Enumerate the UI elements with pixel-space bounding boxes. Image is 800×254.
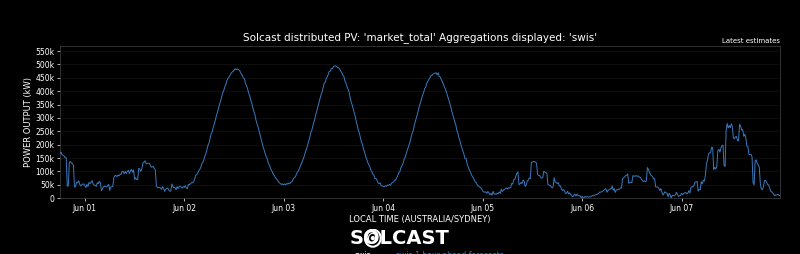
Text: Latest estimates: Latest estimates	[722, 38, 780, 44]
Legend: swis, swis-1 hour ahead forecasts: swis, swis-1 hour ahead forecasts	[334, 248, 506, 254]
Text: SOLCAST: SOLCAST	[350, 229, 450, 248]
Title: Solcast distributed PV: 'market_total' Aggregations displayed: 'swis': Solcast distributed PV: 'market_total' A…	[243, 32, 597, 43]
Circle shape	[371, 237, 374, 240]
Y-axis label: POWER OUTPUT (kW): POWER OUTPUT (kW)	[23, 77, 33, 167]
X-axis label: LOCAL TIME (AUSTRALIA/SYDNEY): LOCAL TIME (AUSTRALIA/SYDNEY)	[350, 215, 490, 225]
